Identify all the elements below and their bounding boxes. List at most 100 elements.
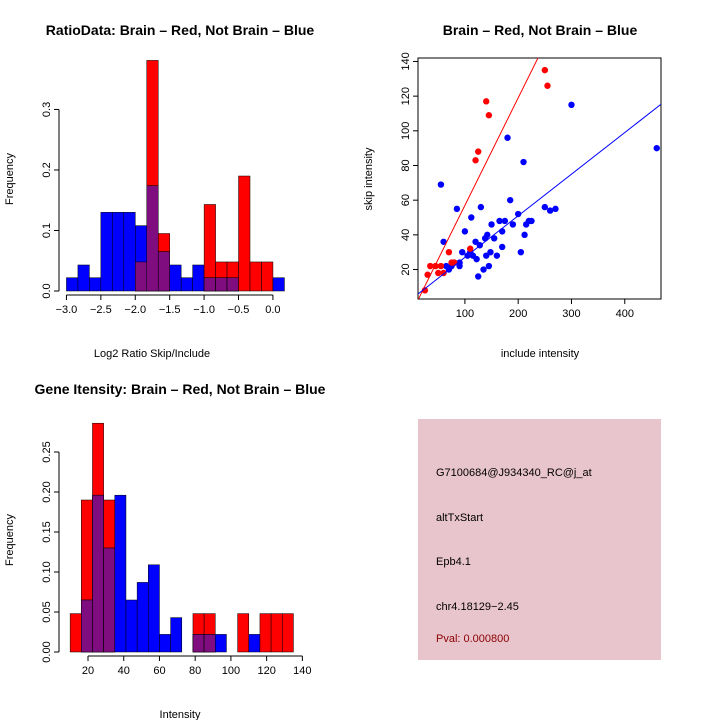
gene-name: Epb4.1 [436, 556, 471, 568]
point-not-brain [521, 231, 528, 239]
bar-not-brain-8 [159, 634, 171, 653]
bar-overlap-1 [81, 599, 93, 653]
intensity-scatter-panel: Brain – Red, Not Brain – Blue 100 200 300 4… [363, 22, 662, 360]
point-brain [427, 262, 434, 270]
bar-brain-17 [259, 613, 272, 653]
point-not-brain [453, 205, 461, 213]
y-tick-label: 0.2 [41, 162, 53, 177]
scatter-plot-box [417, 57, 662, 300]
bar-overlap-7 [146, 185, 159, 292]
point-not-brain [528, 217, 535, 225]
x-tick-label: 40 [118, 665, 130, 677]
genomic-location: chr4.18129−2.45 [436, 601, 519, 613]
point-brain [445, 248, 453, 256]
point-not-brain [485, 262, 493, 270]
point-not-brain [473, 255, 480, 263]
x-tick-label: 100 [222, 665, 240, 677]
bar-overlap-11 [192, 634, 205, 653]
y-tick-label: 0.05 [41, 601, 53, 622]
bar-not-brain-5 [125, 599, 138, 653]
x-tick-label: 100 [456, 308, 474, 320]
scatter-marks [418, 58, 661, 299]
bar-brain-15 [238, 175, 251, 292]
bar-brain-19 [282, 613, 294, 653]
scatter-title: Brain – Red, Not Brain – Blue [443, 22, 638, 38]
bar-overlap-13 [215, 277, 228, 292]
scatter-ylabel: skip intensity [363, 147, 375, 210]
bar-not-brain-5 [123, 212, 136, 292]
bar-not-brain-7 [148, 564, 160, 653]
bar-not-brain-16 [248, 634, 261, 653]
x-tick-label: 140 [293, 665, 311, 677]
point-not-brain [459, 248, 466, 256]
probe-info-panel: G7100684@J934340_RC@j_at altTxStart Epb4… [418, 419, 661, 660]
point-not-brain [491, 235, 498, 242]
point-not-brain [514, 210, 522, 218]
y-tick-label: 0.20 [41, 481, 53, 502]
x-tick-label: −1.5 [159, 304, 181, 316]
gene-hist-xlabel: Intensity [160, 709, 201, 720]
point-not-brain [468, 214, 475, 221]
y-tick-label: 60 [400, 194, 412, 206]
point-not-brain [568, 101, 575, 109]
point-not-brain [481, 235, 489, 242]
x-tick-label: 20 [82, 665, 94, 677]
point-not-brain [546, 207, 554, 214]
point-not-brain [506, 196, 514, 204]
x-tick-label: −3.0 [56, 304, 78, 316]
bar-not-brain-9 [170, 617, 183, 653]
y-tick-label: 140 [400, 52, 412, 70]
point-not-brain [509, 221, 517, 228]
point-brain [437, 262, 445, 270]
bar-overlap-14 [226, 277, 239, 292]
y-tick-label: 0.1 [41, 223, 53, 238]
scatter-xlabel: include intensity [501, 348, 580, 360]
y-tick-label: 20 [400, 263, 412, 275]
gene-hist-ylabel: Frequency [4, 514, 16, 566]
x-tick-label: 120 [257, 665, 275, 677]
bar-not-brain-6 [136, 582, 149, 653]
bar-not-brain-11 [192, 264, 205, 292]
point-brain [472, 157, 479, 164]
point-brain [475, 148, 482, 155]
point-brain [467, 245, 474, 252]
bar-overlap-3 [103, 547, 116, 653]
y-tick-label: 0.10 [41, 561, 53, 582]
bar-not-brain-9 [169, 264, 182, 292]
bar-brain-15 [237, 613, 250, 653]
gene-hist-title: Gene Itensity: Brain – Red, Not Brain – … [35, 381, 326, 397]
bar-not-brain-10 [180, 277, 193, 292]
x-tick-label: 200 [509, 308, 527, 320]
x-tick-label: 80 [189, 665, 201, 677]
point-brain [544, 82, 551, 89]
bar-overlap-2 [92, 494, 104, 653]
bar-not-brain-18 [272, 277, 285, 292]
p-value: Pval: 0.000800 [436, 633, 509, 645]
bar-not-brain-4 [112, 212, 125, 292]
y-tick-label: 80 [400, 159, 412, 171]
point-brain [541, 66, 549, 74]
point-not-brain [504, 134, 511, 141]
point-not-brain [541, 203, 549, 211]
point-brain [435, 269, 442, 277]
y-tick-label: 40 [400, 229, 412, 241]
event-type: altTxStart [436, 512, 483, 524]
bar-overlap-6 [135, 261, 148, 292]
bar-not-brain-13 [215, 634, 227, 653]
point-not-brain [552, 205, 559, 213]
bar-not-brain-1 [77, 264, 90, 292]
bar-not-brain-2 [89, 277, 102, 292]
bar-overlap-12 [203, 634, 216, 653]
point-not-brain [440, 238, 447, 245]
point-not-brain [480, 266, 487, 273]
x-tick-label: 300 [562, 308, 580, 320]
y-tick-label: 0.00 [41, 641, 53, 662]
point-not-brain [498, 228, 506, 235]
x-tick-label: 60 [153, 665, 165, 677]
info-background [418, 419, 661, 660]
bar-brain-17 [261, 261, 274, 292]
point-brain [485, 112, 493, 119]
x-tick-label: −0.5 [228, 304, 250, 316]
point-not-brain [456, 262, 463, 270]
